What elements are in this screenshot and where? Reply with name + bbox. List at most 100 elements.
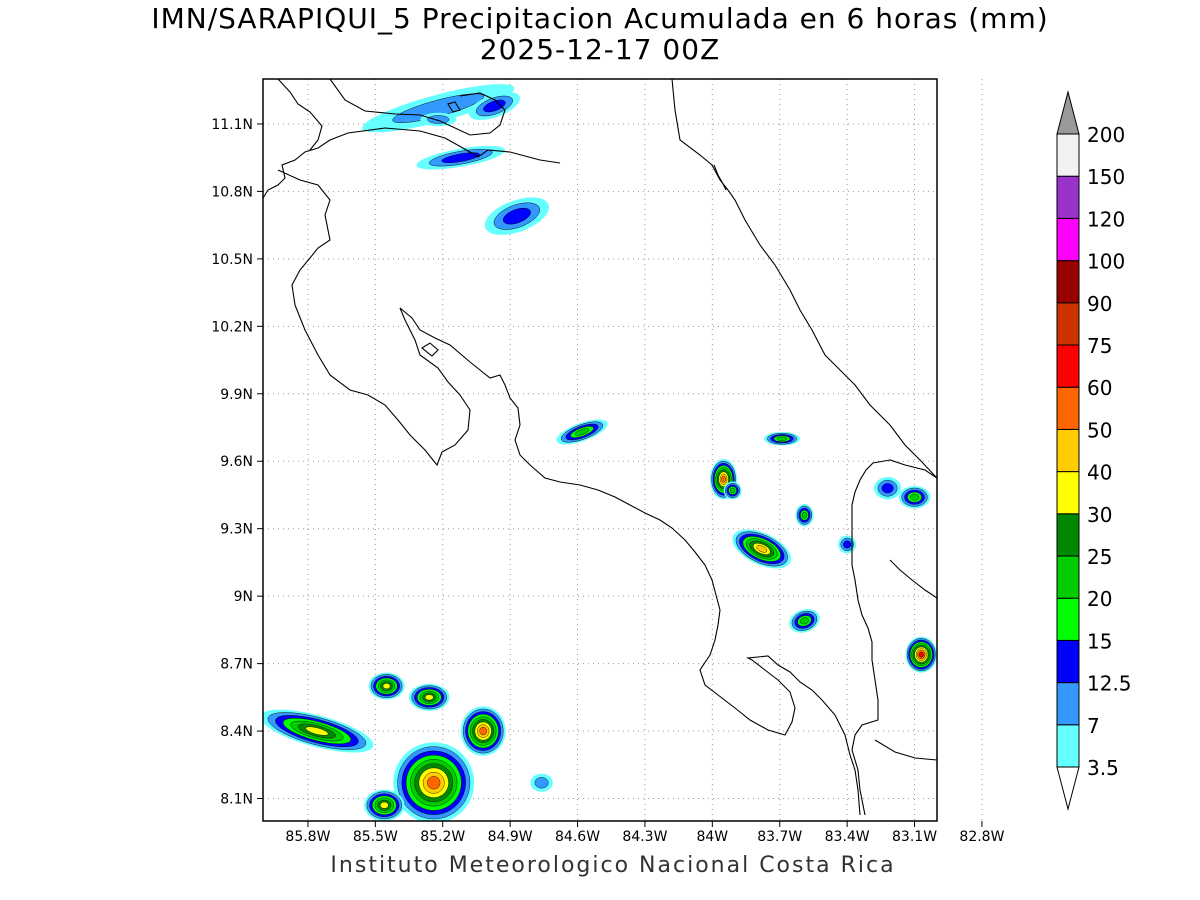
colorbar-segment [1056, 597, 1080, 641]
precip-cell [368, 672, 405, 700]
precip-contour [305, 726, 329, 736]
precip-cell [874, 476, 902, 500]
colorbar-label: 40 [1087, 461, 1112, 485]
precip-contour [881, 483, 894, 494]
precip-contour [910, 493, 920, 501]
colorbar-label: 15 [1087, 629, 1112, 653]
colorbar-label: 150 [1087, 165, 1125, 189]
lon-tick-label: 85.2W [420, 829, 465, 845]
precip-cell [905, 636, 937, 673]
lon-tick-label: 82.8W [959, 829, 1004, 845]
colorbar-segment [1056, 133, 1080, 177]
colorbar-label: 12.5 [1087, 672, 1132, 696]
lake-nicaragua [329, 79, 506, 136]
lat-tick-label: 10.2N [211, 319, 253, 335]
precip-contour [425, 694, 434, 701]
precip-cell [977, 522, 995, 553]
precip-contour [982, 531, 990, 545]
colorbar-label: 3.5 [1087, 756, 1119, 780]
map-title: IMN/SARAPIQUI_5 Precipitacion Acumulada … [151, 2, 1049, 35]
colorbar-segment [1056, 724, 1080, 768]
lat-tick-label: 9.6N [220, 454, 253, 470]
precip-contour [979, 525, 994, 551]
lat-tick-label: 8.4N [220, 724, 253, 740]
precip-contour [382, 683, 391, 689]
precip-cell [556, 419, 608, 445]
lat-tick-label: 9.9N [220, 387, 253, 403]
lat-tick-label: 9N [234, 589, 253, 605]
precip-contour [729, 487, 736, 494]
colorbar-min-triangle [1056, 766, 1080, 811]
colorbar-segment [1056, 260, 1080, 304]
panama-border [851, 459, 937, 816]
caribbean-coast [671, 79, 937, 479]
precip-cell [468, 91, 521, 121]
colorbar-label: 60 [1087, 376, 1112, 400]
precip-contour [380, 801, 389, 809]
precip-cell [764, 432, 800, 446]
nicaragua-border [263, 127, 561, 199]
lat-tick-label: 9.3N [220, 522, 253, 538]
precip-contour [574, 428, 590, 436]
colorbar-label: 75 [1087, 334, 1112, 358]
precip-cell [484, 197, 549, 235]
lon-tick-label: 84W [696, 829, 728, 845]
colorbar-segment [1056, 682, 1080, 726]
precip-contour [984, 533, 989, 542]
precip-cell [723, 481, 742, 500]
lat-tick-label: 10.8N [211, 184, 253, 200]
lat-tick-label: 11.1N [211, 117, 253, 133]
footer-credit: Instituto Meteorologico Nacional Costa R… [330, 853, 896, 878]
precip-cell [460, 706, 506, 756]
lon-tick-label: 83.4W [825, 829, 870, 845]
colorbar-segment [1056, 344, 1080, 388]
colorbar-segment [1056, 428, 1080, 473]
precip-contour [483, 99, 506, 113]
precip-cell [898, 485, 931, 509]
lat-tick-label: 8.7N [220, 657, 253, 673]
plot-frame [262, 78, 938, 822]
precip-contour [441, 152, 480, 163]
colorbar-segment [1056, 386, 1080, 430]
lat-tick-label: 10.5N [211, 252, 253, 268]
precip-cell [263, 709, 374, 753]
precip-contour [534, 777, 549, 789]
lon-tick-label: 84.6W [555, 829, 600, 845]
precip-cell [393, 742, 475, 821]
precip-contour [776, 436, 788, 441]
colorbar-segment [1056, 175, 1080, 219]
precip-contour [502, 207, 531, 225]
colorbar-segment [1056, 302, 1080, 346]
precip-cell [364, 789, 405, 821]
colorbar-label: 90 [1087, 292, 1112, 316]
precip-contour [977, 522, 995, 553]
colorbar-max-triangle [1056, 90, 1080, 135]
precip-cell [789, 609, 820, 633]
pacific-coast [277, 169, 861, 816]
precip-cell [795, 503, 814, 527]
lon-tick-label: 83.7W [757, 829, 802, 845]
precip-cell [530, 773, 553, 792]
panama-coast [889, 559, 937, 599]
colorbar-segment [1056, 639, 1080, 684]
lat-tick-label: 8.1N [220, 792, 253, 808]
coastline-borders [263, 79, 937, 816]
colorbar-label: 50 [1087, 418, 1112, 442]
lat-lon-grid [263, 79, 983, 821]
precip-contour [801, 511, 808, 519]
colorbar-label: 120 [1087, 207, 1125, 231]
colorbar-label: 20 [1087, 587, 1112, 611]
precipitation-field [263, 84, 995, 821]
lon-tick-label: 85.8W [285, 829, 330, 845]
precip-contour [427, 776, 441, 790]
nicaragua-coast [277, 79, 323, 151]
colorbar-segment [1056, 471, 1080, 515]
precip-cell [838, 535, 857, 554]
map-datetime: 2025-12-17 00Z [479, 33, 721, 66]
precip-contour [479, 726, 487, 736]
colorbar-label: 100 [1087, 250, 1125, 274]
colorbar-segment [1056, 555, 1080, 599]
longitude-ticks: 85.8W 85.5W 85.2W 84.9W 84.6W 84.3W 84W 83.7W 83… [285, 821, 1005, 845]
precip-contour [918, 651, 924, 658]
